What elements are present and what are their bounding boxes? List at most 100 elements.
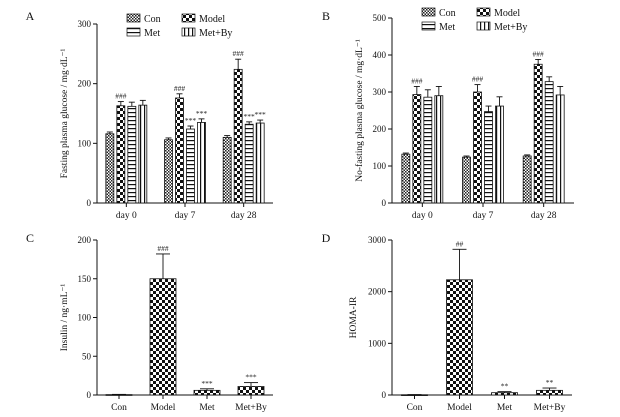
y-tick-label: 400 (373, 50, 387, 60)
significance-mark: ## (456, 239, 464, 248)
legend-label-model: Model (494, 8, 520, 19)
y-tick-label: 1000 (368, 338, 387, 348)
bar-met-by (536, 389, 563, 396)
significance-mark: *** (255, 110, 267, 119)
bar-met (491, 392, 518, 396)
y-tick-label: 3000 (368, 235, 387, 245)
significance-mark: ### (472, 75, 484, 84)
significance-mark: *** (185, 116, 197, 125)
bar-met-by (495, 105, 504, 204)
legend-label-con: Con (439, 8, 456, 19)
legend-swatch-met (126, 27, 141, 37)
bar-model (116, 105, 126, 204)
legend-label-met: Met (144, 28, 160, 39)
bar-met (244, 123, 254, 204)
y-tick-label: 100 (373, 161, 387, 171)
legend-swatch-model (476, 7, 491, 17)
x-tick-label: Met (199, 403, 215, 413)
significance-mark: ** (546, 378, 554, 387)
significance-mark: *** (201, 379, 213, 388)
bar-met-by (138, 104, 148, 204)
bar-model (446, 279, 473, 396)
y-tick-label: 0 (87, 390, 92, 400)
y-tick-label: 2000 (368, 287, 387, 297)
y-tick-label: 200 (78, 79, 92, 89)
y-tick-label: 0 (87, 198, 92, 208)
bar-met (544, 81, 554, 204)
bar-met (193, 389, 221, 396)
bar-met (127, 105, 137, 204)
legend-swatch-con (421, 7, 436, 17)
legend-swatch-met (421, 21, 436, 31)
bar-met-by (555, 94, 565, 204)
x-tick-label: Model (447, 403, 472, 413)
legend-label-con: Con (144, 14, 161, 25)
significance-mark: ### (157, 244, 169, 253)
y-axis-label: HOMA-IR (349, 296, 359, 338)
y-tick-label: 200 (373, 124, 387, 134)
y-tick-label: 50 (82, 351, 92, 361)
legend: Con Model Met Met+By (421, 7, 527, 33)
x-tick-label: day 0 (412, 211, 433, 221)
bar-con (522, 155, 532, 204)
x-tick-label: Met+By (534, 403, 566, 413)
significance-mark: *** (244, 112, 256, 121)
legend-label-metby: Met+By (494, 22, 527, 33)
bar-met-by (434, 95, 444, 204)
panel-label-B: B (322, 9, 330, 23)
y-axis-label: Insulin / ng·mL⁻¹ (60, 284, 70, 352)
x-tick-label: Con (407, 403, 423, 413)
bar-model (412, 94, 422, 204)
legend-swatch-con (126, 13, 141, 23)
legend: Con Model Met Met+By (126, 13, 232, 39)
x-tick-label: day 28 (231, 211, 257, 221)
bar-model (233, 68, 243, 204)
bar-met (423, 96, 433, 204)
bar-met (186, 128, 195, 204)
legend-label-met: Met (439, 22, 455, 33)
significance-mark: ### (115, 92, 127, 101)
bar-met-by (197, 122, 206, 204)
bar-con (401, 153, 411, 204)
legend-swatch-metby (181, 27, 196, 37)
x-tick-label: day 7 (473, 211, 494, 221)
y-tick-label: 300 (78, 19, 92, 29)
bar-con (105, 133, 115, 204)
y-tick-label: 200 (78, 235, 92, 245)
panel-label-A: A (26, 9, 35, 23)
legend-swatch-model (181, 13, 196, 23)
bar-met (484, 111, 493, 204)
significance-mark: ### (233, 49, 245, 58)
y-tick-label: 300 (373, 87, 387, 97)
y-tick-label: 500 (373, 13, 387, 23)
y-tick-label: 0 (382, 390, 387, 400)
bar-con (164, 139, 173, 204)
y-tick-label: 100 (78, 138, 92, 148)
y-axis-label: No-fasting plasma glucose / mg·dL⁻¹ (354, 39, 365, 182)
y-axis-label: Fasting plasma glucose / mg·dL⁻¹ (60, 48, 70, 178)
y-tick-label: 0 (382, 198, 387, 208)
bar-model (533, 63, 543, 204)
x-tick-label: day 0 (116, 211, 137, 221)
significance-mark: ### (533, 49, 545, 58)
legend-label-model: Model (199, 14, 225, 25)
x-tick-label: day 7 (175, 211, 196, 221)
panel-label-C: C (26, 231, 34, 245)
bar-met-by (255, 122, 265, 204)
significance-mark: *** (196, 109, 208, 118)
bar-model (175, 97, 184, 204)
significance-mark: *** (245, 373, 257, 382)
bar-model (149, 278, 177, 396)
significance-mark: ### (174, 84, 186, 93)
legend-swatch-metby (476, 21, 491, 31)
y-tick-label: 100 (78, 313, 92, 323)
bar-model (473, 91, 482, 204)
bar-con (222, 136, 232, 204)
x-tick-label: Con (111, 403, 127, 413)
x-tick-label: day 28 (531, 211, 557, 221)
panel-label-D: D (322, 231, 331, 245)
x-tick-label: Met+By (235, 403, 267, 413)
x-tick-label: Met (497, 403, 513, 413)
bar-met-by (237, 386, 265, 396)
